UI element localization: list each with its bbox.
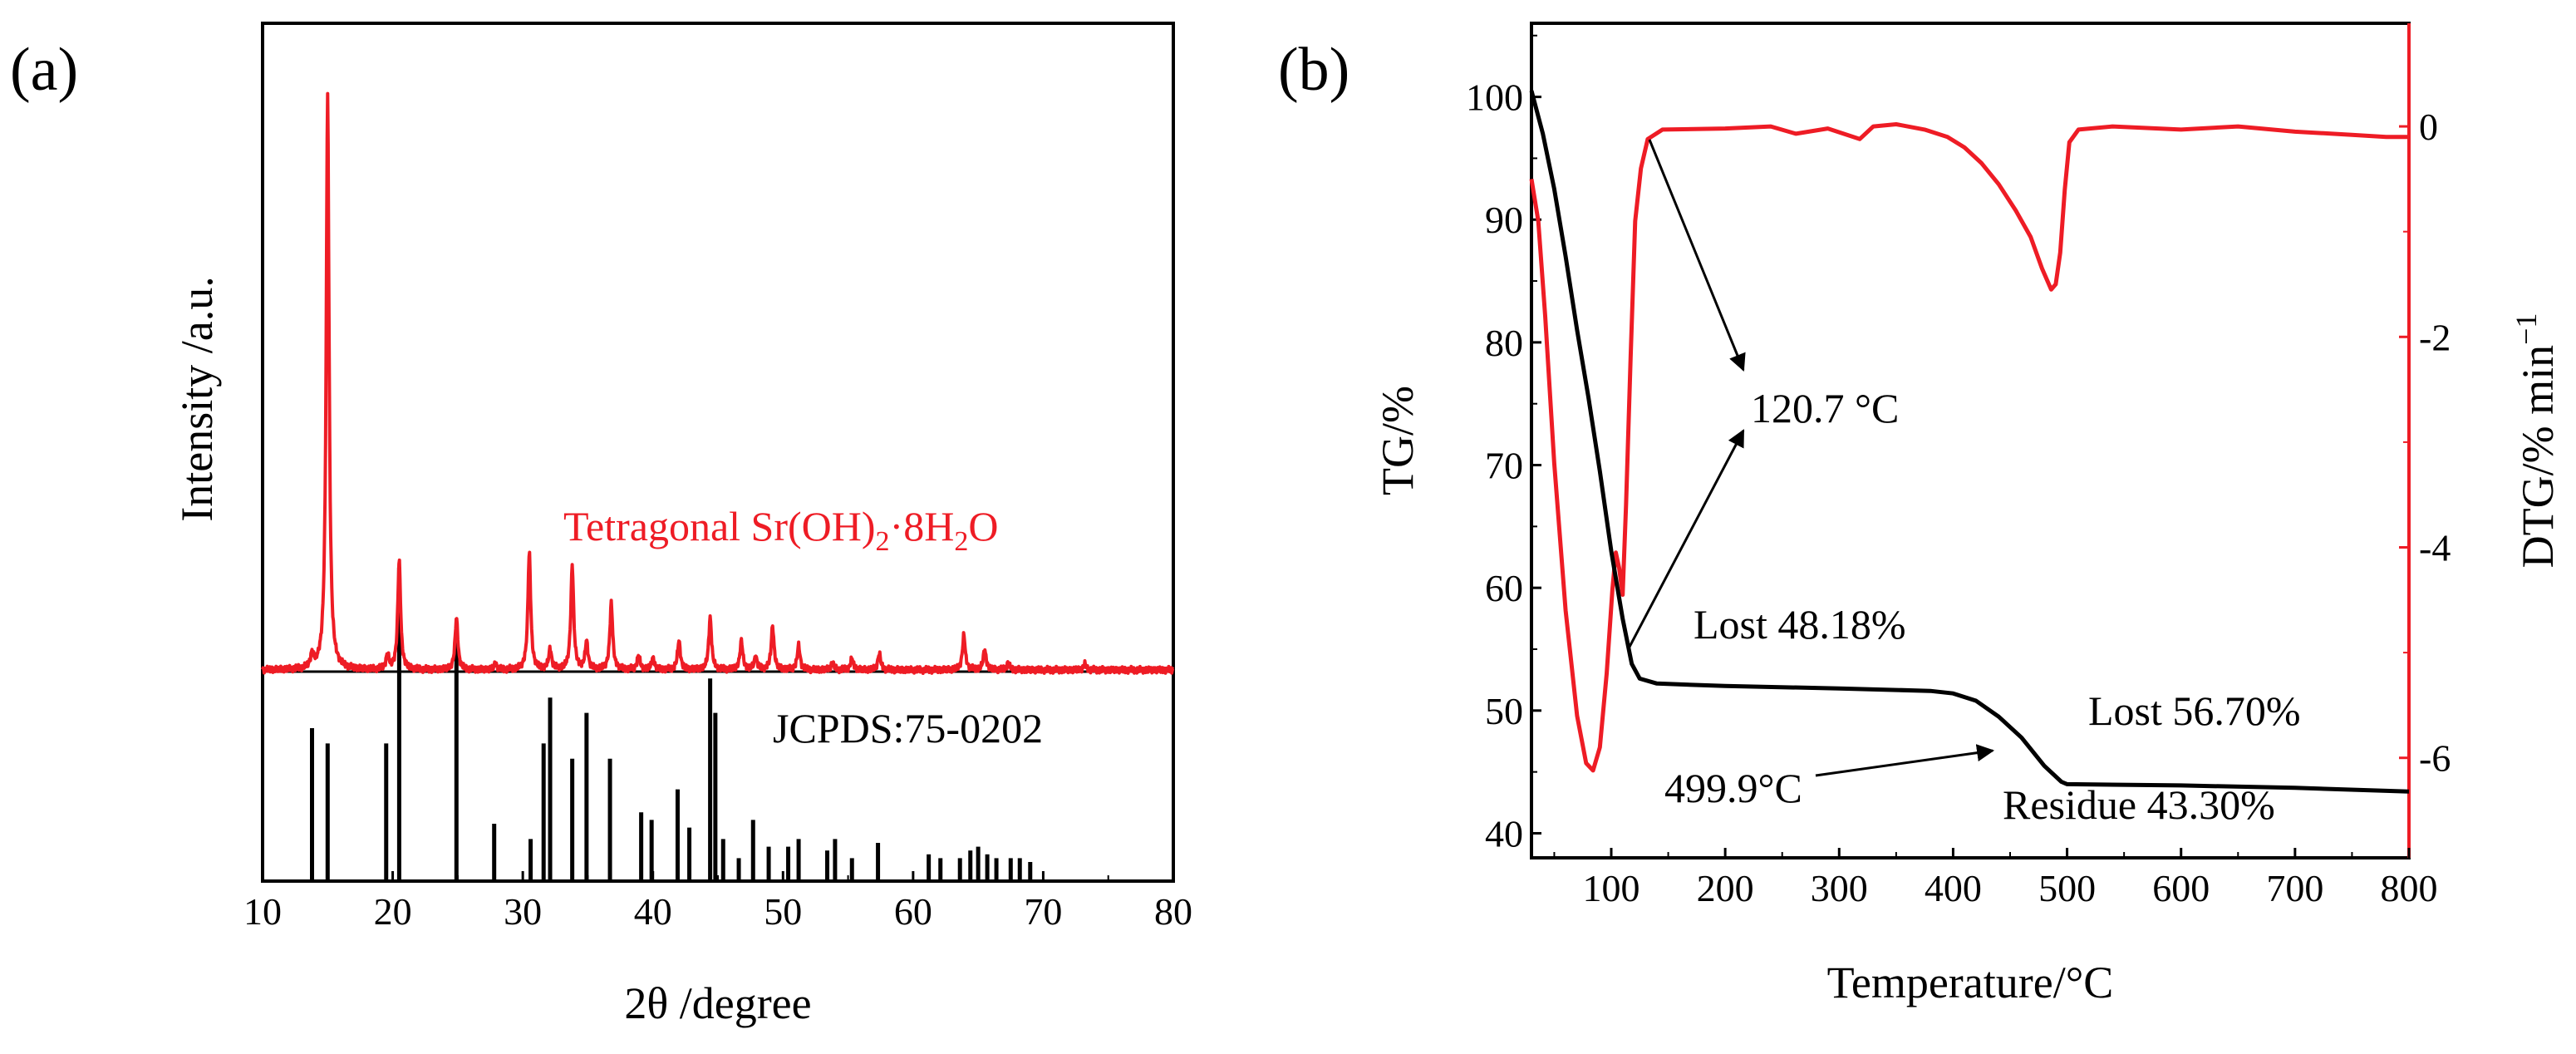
a-x-tick-label: 50 — [764, 890, 802, 933]
a-x-tick-label: 30 — [504, 890, 542, 933]
b-y2-tick-label: -6 — [2419, 737, 2451, 780]
panel-a-x-axis-title: 2θ /degree — [624, 978, 811, 1028]
panel-a-x-ticks: 10 20 30 40 50 60 70 80 — [243, 871, 1192, 933]
dtg-curve — [1529, 122, 2409, 773]
b-x-tick-label: 300 — [1811, 867, 1868, 909]
annotation-120-7: 120.7 °C — [1751, 385, 1899, 431]
b-x-tick-label: 200 — [1697, 867, 1754, 909]
a-x-tick-label: 80 — [1154, 890, 1192, 933]
panel-b-x-ticks: 100 200 300 400 500 600 700 800 — [1553, 848, 2438, 909]
b-x-tick-label: 400 — [1925, 867, 1982, 909]
panel-a-label: (a) — [10, 36, 78, 104]
pattern-label-sub1: 2 — [876, 526, 890, 557]
arrow-120-7-to-tg — [1627, 429, 1745, 649]
annotation-residue: Residue 43.30% — [2003, 781, 2275, 828]
b-y-tick-label: 80 — [1485, 322, 1523, 364]
a-x-tick-label: 20 — [374, 890, 412, 933]
arrow-120-7-to-dtg — [1648, 139, 1746, 372]
pattern-label-prefix: Tetragonal Sr(OH) — [563, 503, 876, 549]
b-y-tick-label: 70 — [1485, 445, 1523, 487]
a-x-tick-label: 10 — [243, 890, 282, 933]
b-y2-tick-label: -2 — [2419, 316, 2451, 358]
b-y-tick-label: 90 — [1485, 199, 1523, 241]
reference-label: JCPDS:75-0202 — [773, 705, 1043, 751]
b-y2-tick-label: -4 — [2419, 527, 2451, 569]
panel-b-label: (b) — [1278, 36, 1349, 104]
panel-b-y-ticks: 40 50 60 70 80 90 100 — [1466, 34, 1541, 855]
panel-b-y-axis-title: TG/% — [1373, 386, 1423, 495]
panel-a-xrd-pattern — [261, 91, 1175, 675]
pattern-label: Tetragonal Sr(OH)2·8H2O — [563, 503, 998, 557]
panel-b: (b) 100 200 300 400 500 600 700 800 40 50 60 70 80 9… — [1278, 22, 2563, 1007]
b-y-tick-label: 60 — [1485, 567, 1523, 609]
panel-a-y-axis-title: Intensity /a.u. — [172, 276, 222, 521]
b-x-tick-label: 100 — [1583, 867, 1640, 909]
pattern-label-sub2: 2 — [954, 526, 968, 557]
panel-a-reference-lines — [309, 567, 1033, 881]
panel-a: (a) 10 20 30 40 50 60 70 80 2θ /degree Intensit… — [10, 22, 1192, 1028]
a-x-tick-label: 70 — [1024, 890, 1062, 933]
y2-title-main: DTG/% min — [2513, 345, 2563, 568]
pattern-label-suffix: O — [968, 503, 998, 549]
b-x-tick-label: 600 — [2152, 867, 2210, 909]
b-x-tick-label: 500 — [2038, 867, 2096, 909]
annotation-lost-48: Lost 48.18% — [1694, 601, 1906, 648]
b-y-tick-label: 100 — [1466, 76, 1523, 119]
b-y2-tick-label: 0 — [2419, 106, 2438, 148]
tg-curve — [1529, 90, 2410, 794]
panel-b-x-axis-title: Temperature/°C — [1827, 958, 2114, 1007]
arrow-499-9 — [1815, 744, 1995, 777]
a-x-tick-label: 40 — [634, 890, 672, 933]
y2-title-exponent: −1 — [2510, 313, 2543, 345]
panel-b-y2-axis-title: DTG/% min−1 — [2510, 313, 2563, 569]
annotation-lost-56: Lost 56.70% — [2088, 687, 2301, 734]
b-x-tick-label: 800 — [2381, 867, 2438, 909]
b-y-tick-label: 50 — [1485, 690, 1523, 732]
pattern-label-mid: ·8H — [890, 503, 955, 549]
b-y-tick-label: 40 — [1485, 812, 1523, 855]
b-x-tick-label: 700 — [2266, 867, 2323, 909]
annotation-499-9: 499.9°C — [1664, 765, 1802, 811]
panel-b-y2-ticks: 0 -2 -4 -6 — [2399, 106, 2451, 780]
a-x-tick-label: 60 — [894, 890, 932, 933]
